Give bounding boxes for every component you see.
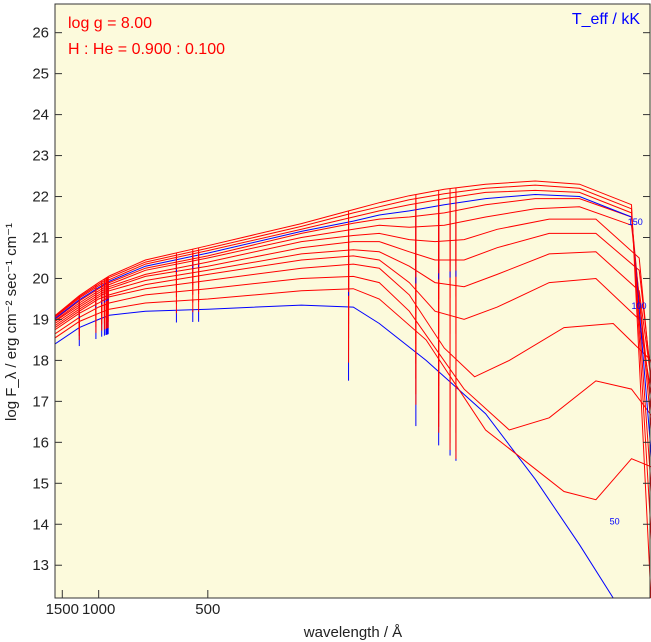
curve-label-150: 150 bbox=[628, 217, 643, 227]
annotation-abundance: H : He = 0.900 : 0.100 bbox=[68, 41, 225, 58]
y-axis-label: log F_λ / erg cm⁻² sec⁻¹ cm⁻¹ bbox=[3, 223, 20, 421]
annotation-logg: log g = 8.00 bbox=[68, 15, 152, 32]
y-tick-label: 17 bbox=[32, 393, 49, 410]
y-tick-label: 15 bbox=[32, 475, 49, 492]
x-tick-label: 1500 bbox=[46, 601, 79, 618]
x-axis-label: wavelength / Å bbox=[303, 624, 402, 641]
y-tick-label: 25 bbox=[32, 66, 49, 83]
y-tick-label: 18 bbox=[32, 352, 49, 369]
x-tick-label: 1000 bbox=[82, 601, 115, 618]
y-tick-label: 20 bbox=[32, 270, 49, 287]
plot-area bbox=[55, 4, 651, 598]
series-line-50 bbox=[55, 304, 614, 598]
absorption-lines-group bbox=[78, 187, 457, 461]
plot-frame bbox=[54, 3, 651, 599]
y-tick-label: 26 bbox=[32, 25, 49, 42]
y-tick-label: 21 bbox=[32, 230, 49, 247]
y-tick-label: 24 bbox=[32, 107, 49, 124]
y-tick-label: 23 bbox=[32, 148, 49, 165]
x-axis: 1500 1000 500 bbox=[46, 590, 220, 618]
curve-label-50: 50 bbox=[610, 516, 620, 526]
y-tick-label: 22 bbox=[32, 189, 49, 206]
y-tick-label: 16 bbox=[32, 434, 49, 451]
y-axis: 13 14 15 16 17 18 19 20 21 22 23 24 25 26 bbox=[32, 25, 650, 574]
y-tick-label: 19 bbox=[32, 311, 49, 328]
y-tick-label: 13 bbox=[32, 557, 49, 574]
curve-label-100: 100 bbox=[632, 301, 647, 311]
y-tick-label: 14 bbox=[32, 516, 49, 533]
x-tick-label: 500 bbox=[195, 601, 220, 618]
legend-title: T_eff / kK bbox=[572, 11, 641, 28]
